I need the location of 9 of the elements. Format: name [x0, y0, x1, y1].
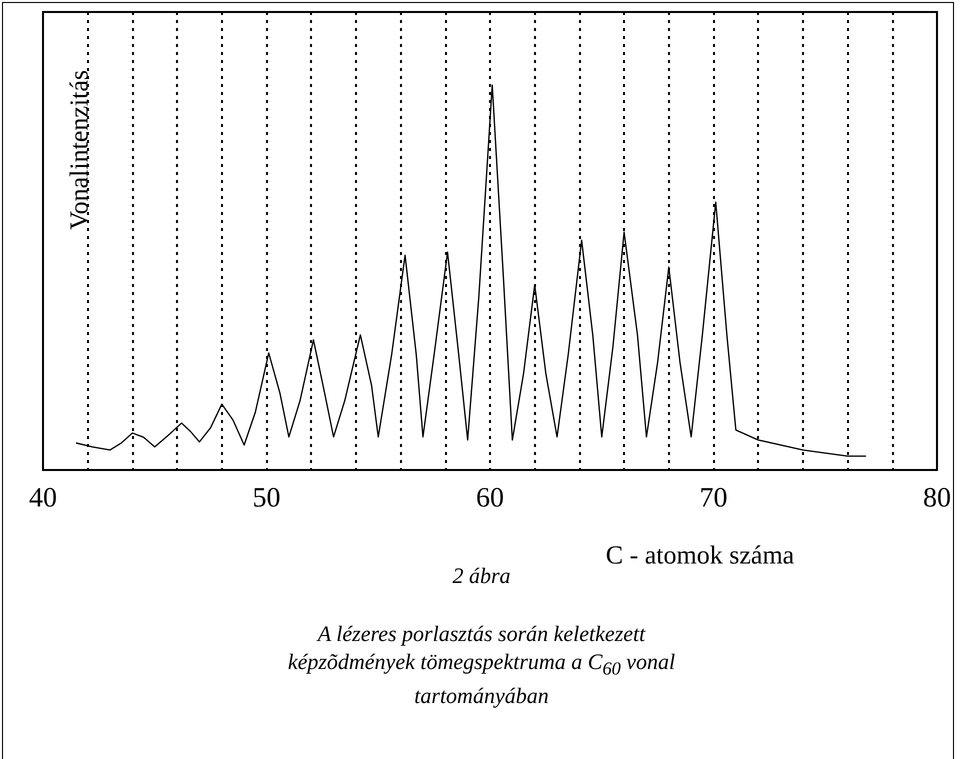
- x-tick-label: 70: [700, 482, 728, 514]
- x-tick-label: 60: [476, 482, 504, 514]
- text: A lézeres porlasztás során keletkezett képzõdmények tömegspektruma a C$_{60}$ vonal tartományában: [288, 621, 676, 708]
- y-axis-title: Vonalintenzitás: [64, 70, 94, 230]
- x-tick-label: 80: [923, 482, 951, 514]
- text: 2 ábra: [452, 563, 511, 588]
- x-tick-label: 50: [252, 482, 280, 514]
- x-tick-label: 40: [29, 482, 57, 514]
- x-axis-title: C - atomok száma: [606, 540, 795, 570]
